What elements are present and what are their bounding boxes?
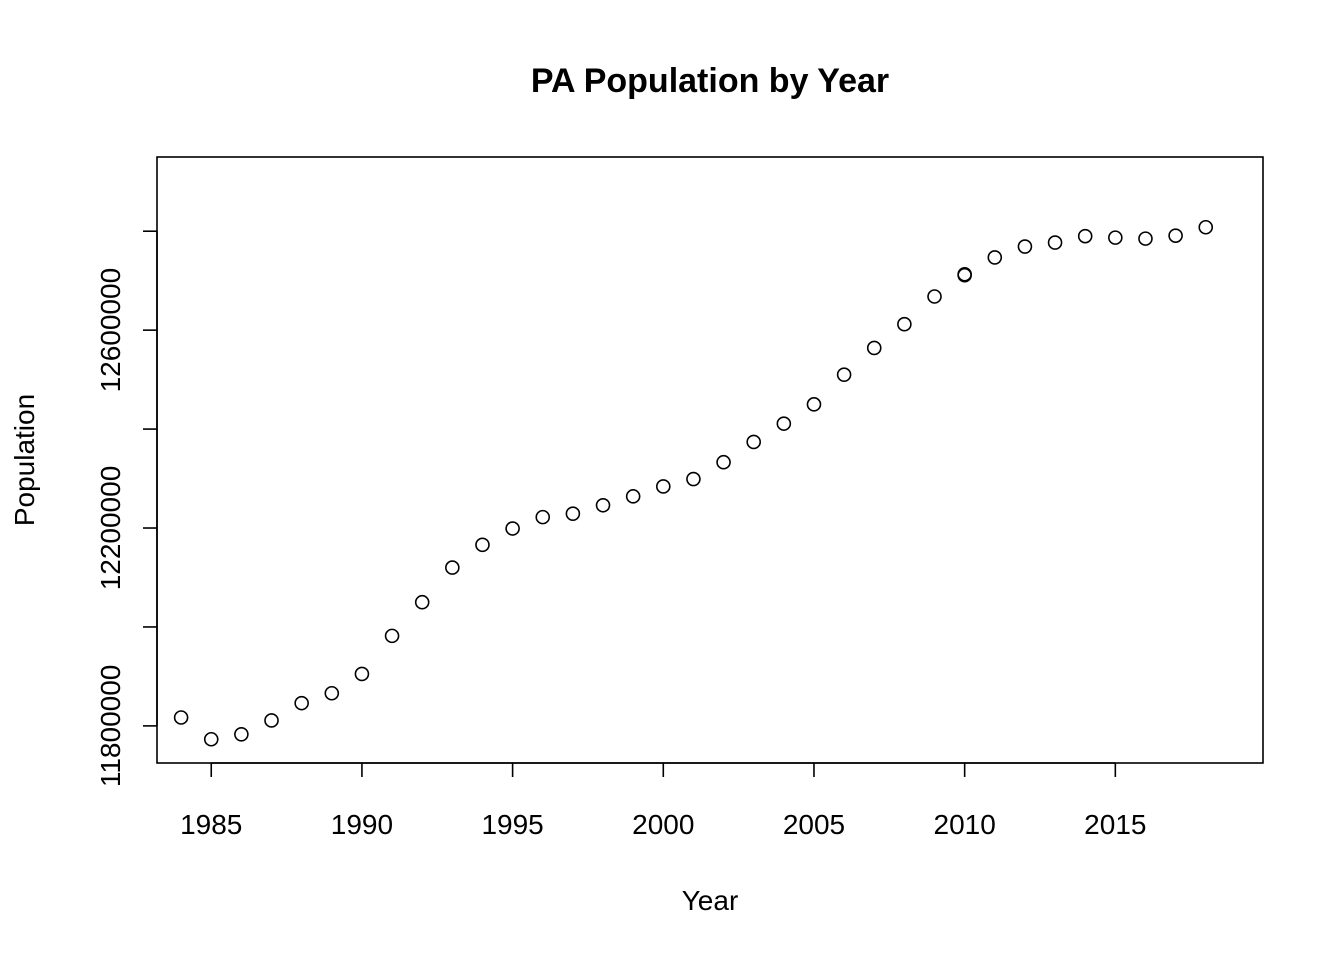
data-points (173, 219, 1214, 747)
data-point (987, 250, 1003, 265)
data-point (354, 666, 370, 682)
data-point (203, 731, 219, 747)
data-point (716, 454, 731, 470)
data-point (535, 509, 551, 525)
data-point (1198, 219, 1214, 235)
data-point (294, 695, 309, 711)
y-tick-label: 12600000 (95, 268, 126, 393)
data-point (1047, 235, 1063, 250)
data-point (173, 710, 189, 725)
data-point (324, 685, 340, 701)
data-point (927, 289, 942, 304)
x-axis-label: Year (682, 885, 739, 916)
data-point (897, 316, 912, 332)
data-point (806, 397, 822, 412)
data-point (565, 506, 581, 521)
data-point (746, 434, 761, 450)
data-point (414, 594, 430, 610)
data-point (264, 713, 279, 728)
x-tick-label: 2010 (934, 809, 996, 840)
x-tick-label: 1985 (180, 809, 242, 840)
y-tick-label: 11800000 (95, 665, 126, 788)
data-point (866, 340, 882, 356)
data-point (475, 537, 490, 553)
data-point (1108, 230, 1123, 245)
data-point (1138, 231, 1153, 246)
data-point (625, 489, 641, 504)
x-tick-label: 2015 (1084, 809, 1146, 840)
data-point (1017, 239, 1033, 254)
data-point (384, 628, 400, 644)
data-point (1168, 228, 1183, 243)
y-axis-label: Population (9, 394, 40, 526)
data-point (686, 471, 701, 487)
data-point (655, 479, 671, 494)
x-tick-label: 1995 (481, 809, 543, 840)
data-point (445, 560, 460, 575)
data-point (776, 416, 792, 431)
y-axis: 11800000 12200000 12600000 (95, 230, 158, 788)
y-tick-label: 12200000 (95, 466, 126, 591)
data-point (1077, 228, 1093, 244)
data-point (505, 521, 520, 536)
data-point (836, 367, 852, 382)
x-tick-label: 1990 (331, 809, 393, 840)
plot-frame (156, 156, 1264, 764)
data-point (957, 266, 972, 282)
chart-title: PA Population by Year (531, 62, 889, 100)
data-point (595, 497, 611, 513)
x-tick-label: 2000 (632, 809, 694, 840)
x-tick-label: 2005 (783, 809, 845, 840)
x-axis: 1985 1990 1995 2000 2005 2010 2015 (180, 762, 1146, 840)
data-point (234, 727, 249, 742)
